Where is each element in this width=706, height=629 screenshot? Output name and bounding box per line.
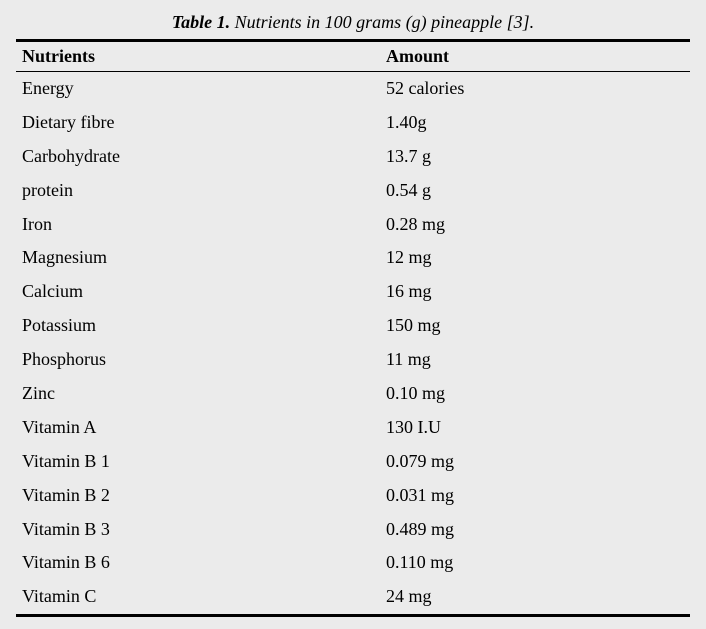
cell-amount: 0.10 mg	[380, 377, 690, 411]
caption-text: Nutrients in 100 grams (g) pineapple [3]…	[235, 12, 535, 32]
table-row: Vitamin C24 mg	[16, 580, 690, 615]
cell-nutrient: Vitamin C	[16, 580, 380, 615]
cell-amount: 0.031 mg	[380, 479, 690, 513]
table-row: Zinc0.10 mg	[16, 377, 690, 411]
table-row: Phosphorus11 mg	[16, 343, 690, 377]
col-header-nutrients: Nutrients	[16, 41, 380, 72]
cell-nutrient: Calcium	[16, 275, 380, 309]
caption-label: Table 1.	[172, 12, 230, 32]
table-caption: Table 1. Nutrients in 100 grams (g) pine…	[16, 12, 690, 33]
cell-amount: 16 mg	[380, 275, 690, 309]
table-body: Energy52 caloriesDietary fibre1.40gCarbo…	[16, 72, 690, 616]
table-header-row: Nutrients Amount	[16, 41, 690, 72]
table-row: Vitamin A130 I.U	[16, 411, 690, 445]
cell-nutrient: Vitamin B 1	[16, 445, 380, 479]
cell-nutrient: Energy	[16, 72, 380, 106]
cell-amount: 0.110 mg	[380, 546, 690, 580]
table-row: Magnesium12 mg	[16, 241, 690, 275]
table-row: Energy52 calories	[16, 72, 690, 106]
cell-nutrient: Carbohydrate	[16, 140, 380, 174]
nutrients-table: Nutrients Amount Energy52 caloriesDietar…	[16, 39, 690, 617]
table-row: Carbohydrate13.7 g	[16, 140, 690, 174]
cell-nutrient: Vitamin B 6	[16, 546, 380, 580]
table-row: Potassium150 mg	[16, 309, 690, 343]
table-row: Calcium16 mg	[16, 275, 690, 309]
cell-nutrient: protein	[16, 174, 380, 208]
cell-nutrient: Zinc	[16, 377, 380, 411]
cell-nutrient: Vitamin B 2	[16, 479, 380, 513]
cell-nutrient: Magnesium	[16, 241, 380, 275]
col-header-amount: Amount	[380, 41, 690, 72]
cell-amount: 24 mg	[380, 580, 690, 615]
cell-amount: 1.40g	[380, 106, 690, 140]
table-row: Vitamin B 20.031 mg	[16, 479, 690, 513]
cell-nutrient: Potassium	[16, 309, 380, 343]
cell-amount: 52 calories	[380, 72, 690, 106]
cell-nutrient: Dietary fibre	[16, 106, 380, 140]
table-row: Vitamin B 10.079 mg	[16, 445, 690, 479]
table-row: Vitamin B 60.110 mg	[16, 546, 690, 580]
cell-nutrient: Vitamin A	[16, 411, 380, 445]
cell-amount: 12 mg	[380, 241, 690, 275]
table-row: protein0.54 g	[16, 174, 690, 208]
cell-nutrient: Phosphorus	[16, 343, 380, 377]
cell-amount: 0.54 g	[380, 174, 690, 208]
cell-amount: 0.079 mg	[380, 445, 690, 479]
cell-amount: 11 mg	[380, 343, 690, 377]
cell-amount: 130 I.U	[380, 411, 690, 445]
cell-amount: 13.7 g	[380, 140, 690, 174]
table-row: Dietary fibre1.40g	[16, 106, 690, 140]
cell-nutrient: Iron	[16, 208, 380, 242]
cell-amount: 0.489 mg	[380, 513, 690, 547]
cell-amount: 0.28 mg	[380, 208, 690, 242]
table-row: Iron0.28 mg	[16, 208, 690, 242]
cell-amount: 150 mg	[380, 309, 690, 343]
table-row: Vitamin B 30.489 mg	[16, 513, 690, 547]
cell-nutrient: Vitamin B 3	[16, 513, 380, 547]
